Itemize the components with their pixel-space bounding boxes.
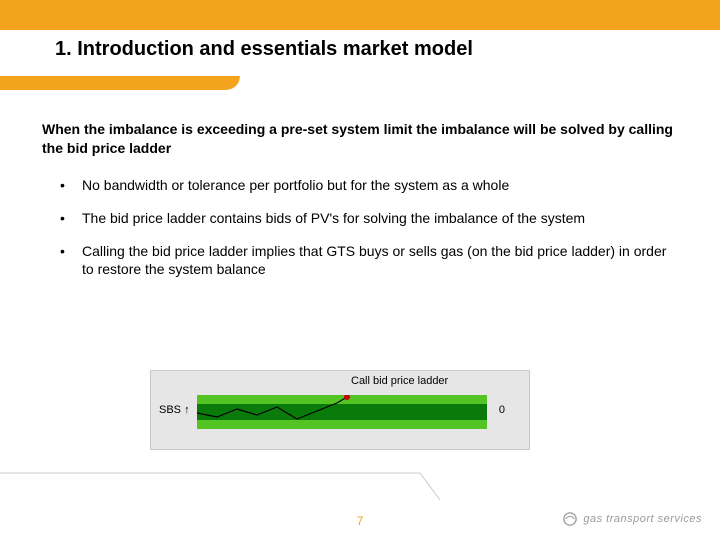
list-item: Calling the bid price ladder implies tha… — [60, 242, 678, 280]
accent-line — [0, 76, 240, 90]
page-number: 7 — [357, 514, 364, 528]
lead-paragraph: When the imbalance is exceeding a pre-se… — [42, 120, 678, 158]
zero-label: 0 — [499, 404, 505, 416]
bullet-list: No bandwidth or tolerance per portfolio … — [42, 176, 678, 280]
band-inner — [197, 404, 487, 420]
call-bid-ladder-label: Call bid price ladder — [351, 375, 448, 387]
list-item: The bid price ladder contains bids of PV… — [60, 209, 678, 228]
footer-logo: gas transport services — [563, 512, 702, 526]
sbs-axis-label: SBS ↑ — [159, 404, 190, 416]
footer-diagonal — [0, 472, 440, 500]
page-title: 1. Introduction and essentials market mo… — [55, 38, 473, 61]
content-block: When the imbalance is exceeding a pre-se… — [42, 120, 678, 293]
chart-svg — [197, 395, 487, 429]
logo-icon — [563, 512, 577, 526]
list-item: No bandwidth or tolerance per portfolio … — [60, 176, 678, 195]
band-outer-bottom — [197, 420, 487, 429]
header-band — [0, 0, 720, 30]
footer-logo-text: gas transport services — [583, 513, 702, 525]
sbs-chart: SBS ↑ 0 Call bid price ladder — [150, 370, 530, 450]
